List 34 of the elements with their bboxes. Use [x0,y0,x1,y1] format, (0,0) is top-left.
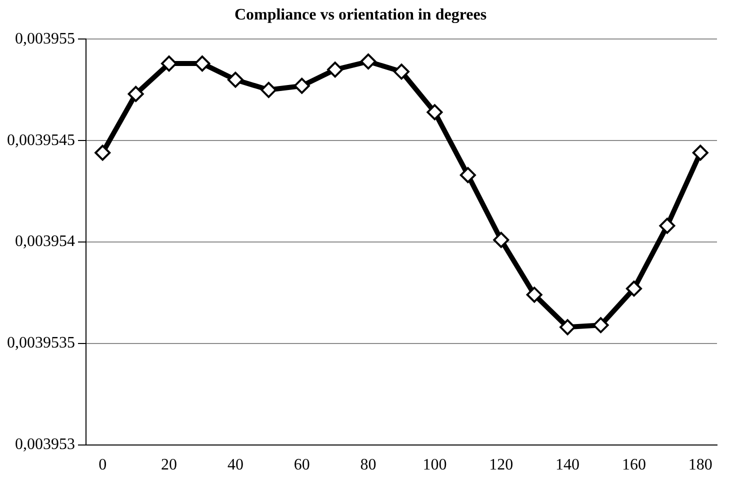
x-tick-label: 120 [489,456,514,474]
x-tick-label: 140 [556,456,580,474]
point [260,82,277,98]
point [360,54,376,70]
x-tick-label: 180 [688,456,712,474]
y-tick-label: 0,003954 [15,233,75,250]
x-tick-label: 100 [422,456,447,474]
point [592,317,609,334]
point [460,167,476,184]
point [128,86,144,102]
chart-title: Compliance vs orientation in degrees [234,6,487,24]
point [626,280,642,297]
y-tick-label: 0,0039545 [7,132,75,149]
point [94,144,111,161]
point [560,319,576,336]
x-tick-label: 80 [360,456,376,474]
y-tick-label: 0,0039535 [7,334,75,352]
point [426,104,443,120]
point [227,72,244,88]
point [194,56,210,72]
y-tick-label: 0,003953 [15,436,75,454]
x-tick-label: 60 [294,456,310,474]
point [394,64,410,80]
point [294,78,310,94]
y-tick-label: 0,003955 [15,30,75,48]
x-tick-label: 20 [161,456,178,474]
point [327,62,344,78]
x-tick-label: 160 [622,456,646,474]
x-tick-label: 40 [227,456,244,474]
point [659,218,676,234]
x-tick-label: 0 [98,456,107,474]
point [493,232,510,248]
point [692,144,708,161]
point [526,286,542,303]
